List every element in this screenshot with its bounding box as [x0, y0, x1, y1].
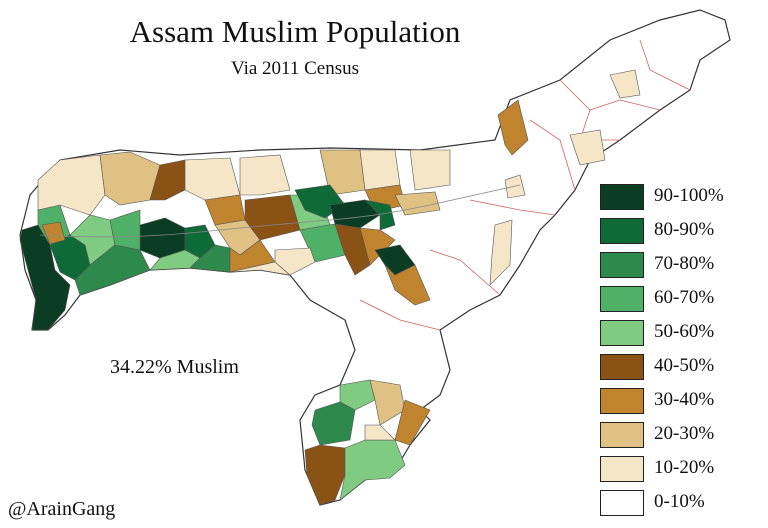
legend-item: 90-100%	[600, 184, 760, 214]
legend-label: 20-30%	[654, 423, 715, 444]
legend-swatch	[600, 184, 644, 210]
map-subtitle: Via 2011 Census	[231, 58, 359, 79]
legend-item: 30-40%	[600, 388, 760, 418]
legend-swatch	[600, 286, 644, 312]
district-nagaon-east	[364, 199, 396, 231]
legend-item: 80-90%	[600, 218, 760, 248]
legend-swatch	[600, 422, 644, 448]
district-nagaon-core	[329, 199, 381, 229]
legend-label: 10-20%	[654, 457, 715, 478]
legend-swatch	[600, 490, 644, 516]
legend-item: 60-70%	[600, 286, 760, 316]
legend-item: 20-30%	[600, 422, 760, 452]
legend-swatch	[600, 320, 644, 346]
district-hailakandi	[311, 401, 356, 446]
legend-item: 70-80%	[600, 252, 760, 282]
district-udalguri	[239, 154, 291, 196]
legend-item: 10-20%	[600, 456, 760, 486]
district-brown-west	[41, 221, 66, 245]
river-line	[39, 184, 521, 238]
legend-label: 30-40%	[654, 389, 715, 410]
district-darrang	[244, 194, 301, 241]
legend-label: 0-10%	[654, 491, 705, 512]
district-dibrugarh-strip	[569, 129, 606, 166]
legend-swatch	[600, 218, 644, 244]
legend-swatch	[600, 252, 644, 278]
legend-label: 90-100%	[654, 185, 724, 206]
district-dhemaji-strip	[609, 69, 641, 99]
district-morigaon-north	[229, 239, 276, 273]
legend-swatch	[600, 456, 644, 482]
district-cachar-central	[369, 379, 406, 426]
credit-label: @ArainGang	[8, 498, 116, 520]
district-biswanath	[409, 149, 451, 191]
legend-item: 0-10%	[600, 490, 760, 520]
district-kamrup-south-east	[274, 247, 316, 276]
subdivision-boundaries	[359, 39, 691, 331]
district-sonitpur	[359, 149, 401, 191]
district-golaghat-west	[394, 191, 441, 216]
district-baksa	[149, 159, 186, 201]
legend-label: 70-80%	[654, 253, 715, 274]
district-cachar-south	[364, 424, 396, 441]
legend-swatch	[600, 354, 644, 380]
statewide-share-label: 34.22% Muslim	[110, 356, 239, 378]
district-kokrajhar-north	[37, 154, 106, 216]
legend-item: 40-50%	[600, 354, 760, 384]
district-karbi-west	[384, 264, 431, 306]
map-title: Assam Muslim Population	[129, 14, 461, 49]
district-cachar-west	[339, 379, 376, 411]
legend-label: 60-70%	[654, 287, 715, 308]
district-hojai	[334, 223, 371, 276]
legend-swatch	[600, 388, 644, 414]
district-golaghat-strip	[489, 219, 513, 286]
district-lakhimpur	[497, 99, 529, 156]
district-cachar-east	[394, 399, 431, 446]
district-baksa-east	[184, 157, 241, 201]
legend-label: 80-90%	[654, 219, 715, 240]
legend-item: 50-60%	[600, 320, 760, 350]
district-polygons	[19, 69, 641, 506]
legend-label: 40-50%	[654, 355, 715, 376]
district-karimganj	[304, 444, 346, 506]
legend-label: 50-60%	[654, 321, 715, 342]
district-cachar	[339, 439, 406, 501]
